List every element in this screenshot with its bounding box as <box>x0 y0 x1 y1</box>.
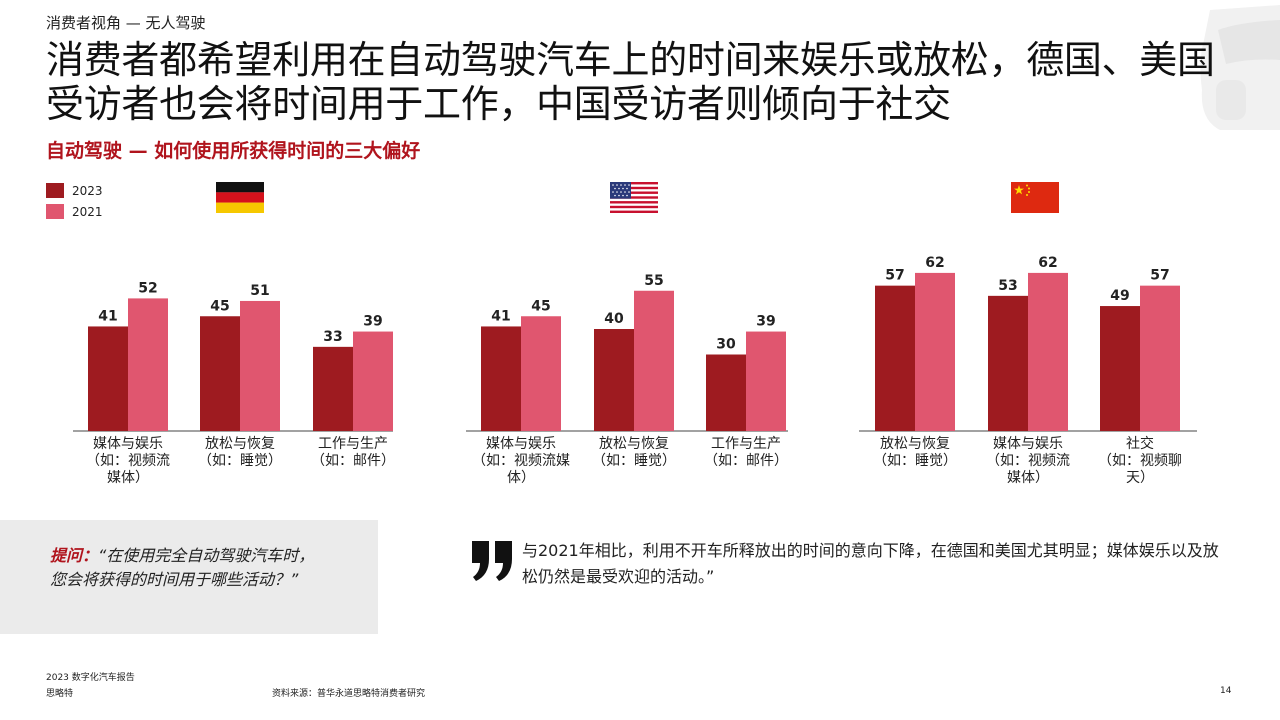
quote-mark-icon <box>470 520 514 592</box>
legend-label-2021: 2021 <box>72 204 103 219</box>
bar-germany-2021-1 <box>240 300 280 431</box>
usa-flag-icon <box>610 182 658 213</box>
question-lead: 提问： <box>50 546 99 565</box>
legend-swatch-2021 <box>46 204 64 219</box>
bar-usa-2023-0 <box>481 326 521 431</box>
category-label-germany-1: 放松与恢复 （如：睡觉） <box>198 436 282 469</box>
bar-china-2023-1 <box>988 295 1028 431</box>
legend-item-2023: 2023 <box>46 180 103 201</box>
legend-item-2021: 2021 <box>46 201 103 222</box>
bar-germany-2023-1 <box>200 316 240 431</box>
legend-label-2023: 2023 <box>72 183 103 198</box>
data-label-usa-2021-0: 45 <box>531 298 550 314</box>
bar-usa-2021-0 <box>521 316 561 431</box>
china-flag-icon <box>1011 182 1059 213</box>
data-label-china-2021-2: 57 <box>1150 268 1169 284</box>
chart-subtitle: 自动驾驶 — 如何使用所获得时间的三大偏好 <box>46 140 421 162</box>
bar-germany-2023-0 <box>88 326 128 431</box>
data-label-germany-2021-1: 51 <box>250 283 269 299</box>
category-label-china-1: 媒体与娱乐 （如：视频流 媒体） <box>986 436 1070 486</box>
bar-usa-2021-2 <box>746 331 786 431</box>
data-label-china-2021-0: 62 <box>925 255 944 271</box>
bar-germany-2021-2 <box>353 331 393 431</box>
car-watermark-icon <box>1200 5 1280 130</box>
category-label-china-0: 放松与恢复 （如：睡觉） <box>873 436 957 469</box>
category-label-germany-2: 工作与生产 （如：邮件） <box>311 436 395 469</box>
data-label-germany-2023-2: 33 <box>323 329 342 345</box>
question-body: “在使用完全自动驾驶汽车时，您会将获得的时间用于哪些活动？” <box>50 546 315 589</box>
bar-germany-2023-2 <box>313 346 353 431</box>
page-title: 消费者都希望利用在自动驾驶汽车上的时间来娱乐或放松，德国、美国受访者也会将时间用… <box>46 38 1215 126</box>
footer-company: 思略特 <box>46 689 74 699</box>
bar-germany-2021-0 <box>128 298 168 431</box>
data-label-germany-2021-0: 52 <box>138 280 157 296</box>
data-label-usa-2021-2: 39 <box>756 314 775 330</box>
data-label-china-2023-1: 53 <box>998 278 1017 294</box>
bar-usa-2021-1 <box>634 290 674 431</box>
page-number: 14 <box>1220 686 1232 696</box>
data-label-usa-2021-1: 55 <box>644 273 663 289</box>
bar-china-2023-0 <box>875 285 915 431</box>
question-box: 提问：“在使用完全自动驾驶汽车时，您会将获得的时间用于哪些活动？” <box>0 520 378 634</box>
data-label-china-2023-2: 49 <box>1110 288 1129 304</box>
section-label: 消费者视角 — 无人驾驶 <box>46 14 206 32</box>
data-label-germany-2023-1: 45 <box>210 298 229 314</box>
category-label-germany-0: 媒体与娱乐 （如：视频流 媒体） <box>86 436 170 486</box>
category-label-usa-2: 工作与生产 （如：邮件） <box>704 436 788 469</box>
bar-usa-2023-1 <box>594 329 634 431</box>
survey-question: 提问：“在使用完全自动驾驶汽车时，您会将获得的时间用于哪些活动？” <box>50 544 330 592</box>
footer-source: 资料来源：普华永道思略特消费者研究 <box>272 689 426 699</box>
data-label-germany-2021-2: 39 <box>363 314 382 330</box>
data-label-china-2023-0: 57 <box>885 268 904 284</box>
bar-china-2021-1 <box>1028 272 1068 431</box>
category-label-usa-1: 放松与恢复 （如：睡觉） <box>592 436 676 469</box>
legend-swatch-2023 <box>46 183 64 198</box>
footer-report-title: 2023 数字化汽车报告 <box>46 673 135 683</box>
data-label-china-2021-1: 62 <box>1038 255 1057 271</box>
key-insight-quote: 与2021年相比，利用不开车所释放出的时间的意向下降，在德国和美国尤其明显；媒体… <box>522 541 1219 586</box>
data-label-usa-2023-1: 40 <box>604 311 624 327</box>
data-label-germany-2023-0: 41 <box>98 308 117 324</box>
bar-usa-2023-2 <box>706 354 746 431</box>
data-label-usa-2023-2: 30 <box>716 337 736 353</box>
germany-flag-icon <box>216 182 264 213</box>
bar-china-2021-0 <box>915 272 955 431</box>
category-label-china-2: 社交 （如：视频聊 天） <box>1098 436 1182 486</box>
chart-legend: 2023 2021 <box>46 180 103 222</box>
bar-china-2023-2 <box>1100 306 1140 431</box>
category-label-usa-0: 媒体与娱乐 （如：视频流媒 体） <box>472 436 570 486</box>
bar-china-2021-2 <box>1140 285 1180 431</box>
data-label-usa-2023-0: 41 <box>491 308 510 324</box>
